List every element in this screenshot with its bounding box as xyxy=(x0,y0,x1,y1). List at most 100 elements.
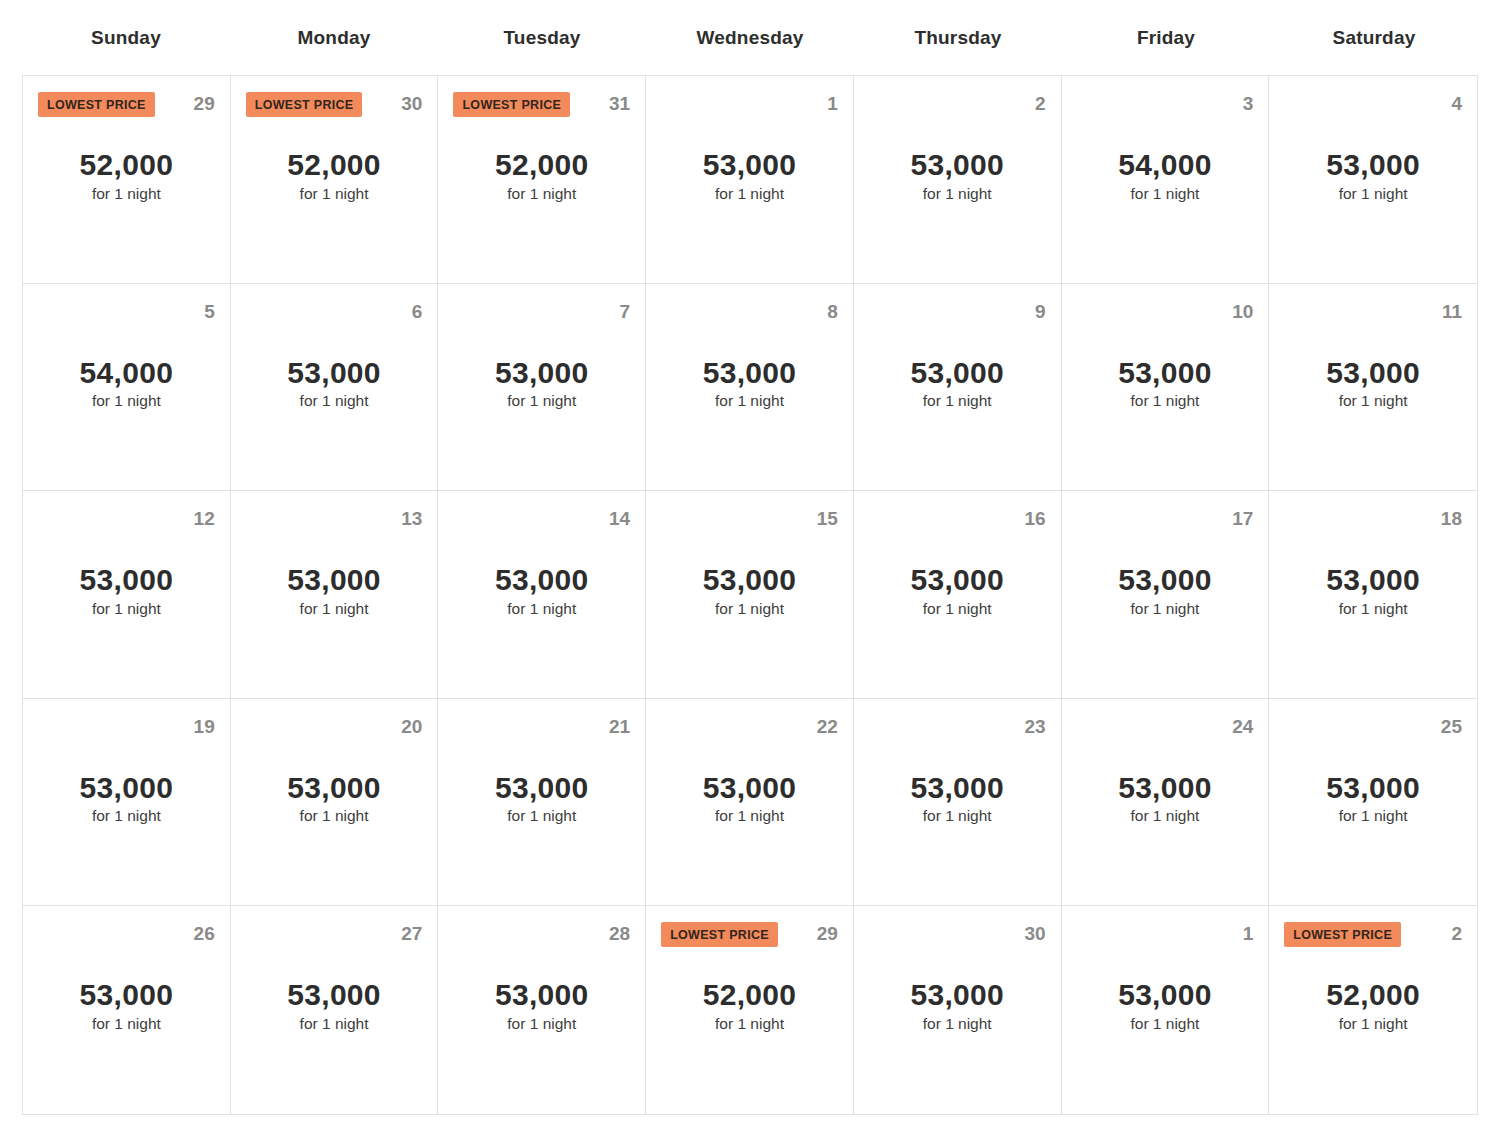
day-cell-w4-d24[interactable]: 24 53,000 for 1 night xyxy=(1062,699,1270,907)
day-cell-w3-d18[interactable]: 18 53,000 for 1 night xyxy=(1269,491,1477,699)
day-cell-w4-d23[interactable]: 23 53,000 for 1 night xyxy=(854,699,1062,907)
day-cell-w5-d26[interactable]: 26 53,000 for 1 night xyxy=(23,906,231,1114)
day-cell-header: LOWEST PRICE 31 xyxy=(453,90,630,118)
day-cell-header: 1 xyxy=(661,90,838,118)
day-cell-w4-d20[interactable]: 20 53,000 for 1 night xyxy=(231,699,439,907)
day-cell-w5-d2[interactable]: LOWEST PRICE 2 52,000 for 1 night xyxy=(1269,906,1477,1114)
price: 53,000 xyxy=(246,564,423,596)
price-block: 53,000 for 1 night xyxy=(869,979,1046,1033)
day-cell-header: LOWEST PRICE 29 xyxy=(38,90,215,118)
price: 53,000 xyxy=(661,357,838,389)
day-cell-w5-d27[interactable]: 27 53,000 for 1 night xyxy=(231,906,439,1114)
price-suffix: for 1 night xyxy=(38,807,215,825)
price-suffix: for 1 night xyxy=(1077,807,1254,825)
price-block: 52,000 for 1 night xyxy=(246,149,423,203)
price-block: 53,000 for 1 night xyxy=(453,357,630,411)
price-suffix: for 1 night xyxy=(869,600,1046,618)
price: 53,000 xyxy=(1077,564,1254,596)
price-suffix: for 1 night xyxy=(1077,185,1254,203)
day-cell-w2-d11[interactable]: 11 53,000 for 1 night xyxy=(1269,284,1477,492)
day-cell-w5-d29[interactable]: LOWEST PRICE 29 52,000 for 1 night xyxy=(646,906,854,1114)
price-block: 52,000 for 1 night xyxy=(1284,979,1462,1033)
day-number: 15 xyxy=(817,508,838,530)
price-block: 53,000 for 1 night xyxy=(661,149,838,203)
price-block: 53,000 for 1 night xyxy=(1077,357,1254,411)
day-cell-w1-d29[interactable]: LOWEST PRICE 29 52,000 for 1 night xyxy=(23,76,231,284)
price: 53,000 xyxy=(869,979,1046,1011)
day-cell-w1-d4[interactable]: 4 53,000 for 1 night xyxy=(1269,76,1477,284)
day-cell-header: 1 xyxy=(1077,920,1254,948)
price-block: 53,000 for 1 night xyxy=(246,979,423,1033)
price: 53,000 xyxy=(246,979,423,1011)
day-cell-w1-d30[interactable]: LOWEST PRICE 30 52,000 for 1 night xyxy=(231,76,439,284)
day-number: 3 xyxy=(1243,93,1254,115)
day-cell-w4-d19[interactable]: 19 53,000 for 1 night xyxy=(23,699,231,907)
day-cell-header: 9 xyxy=(869,298,1046,326)
day-cell-header: LOWEST PRICE 30 xyxy=(246,90,423,118)
price: 53,000 xyxy=(1077,772,1254,804)
price-suffix: for 1 night xyxy=(1077,1015,1254,1033)
day-cell-header: 12 xyxy=(38,505,215,533)
price-suffix: for 1 night xyxy=(246,807,423,825)
price-suffix: for 1 night xyxy=(1284,600,1462,618)
price: 53,000 xyxy=(38,564,215,596)
price-block: 53,000 for 1 night xyxy=(661,564,838,618)
day-cell-w4-d21[interactable]: 21 53,000 for 1 night xyxy=(438,699,646,907)
day-cell-w3-d12[interactable]: 12 53,000 for 1 night xyxy=(23,491,231,699)
day-number: 18 xyxy=(1441,508,1462,530)
day-cell-w5-d28[interactable]: 28 53,000 for 1 night xyxy=(438,906,646,1114)
day-cell-w1-d3[interactable]: 3 54,000 for 1 night xyxy=(1062,76,1270,284)
price: 53,000 xyxy=(1284,357,1462,389)
price: 53,000 xyxy=(453,564,630,596)
day-number: 8 xyxy=(827,301,838,323)
price: 52,000 xyxy=(1284,979,1462,1011)
day-cell-w3-d14[interactable]: 14 53,000 for 1 night xyxy=(438,491,646,699)
day-cell-w3-d13[interactable]: 13 53,000 for 1 night xyxy=(231,491,439,699)
day-cell-w1-d2[interactable]: 2 53,000 for 1 night xyxy=(854,76,1062,284)
day-cell-header: 11 xyxy=(1284,298,1462,326)
day-cell-w2-d10[interactable]: 10 53,000 for 1 night xyxy=(1062,284,1270,492)
price: 53,000 xyxy=(246,357,423,389)
price-suffix: for 1 night xyxy=(661,1015,838,1033)
day-cell-w2-d5[interactable]: 5 54,000 for 1 night xyxy=(23,284,231,492)
price-block: 53,000 for 1 night xyxy=(246,564,423,618)
price-suffix: for 1 night xyxy=(38,185,215,203)
price-block: 53,000 for 1 night xyxy=(1284,357,1462,411)
day-cell-w5-d1[interactable]: 1 53,000 for 1 night xyxy=(1062,906,1270,1114)
day-cell-w3-d17[interactable]: 17 53,000 for 1 night xyxy=(1062,491,1270,699)
price-block: 53,000 for 1 night xyxy=(869,357,1046,411)
day-cell-w5-d30[interactable]: 30 53,000 for 1 night xyxy=(854,906,1062,1114)
day-number: 1 xyxy=(1243,923,1254,945)
price-block: 53,000 for 1 night xyxy=(661,772,838,826)
day-cell-header: 28 xyxy=(453,920,630,948)
day-cell-w4-d22[interactable]: 22 53,000 for 1 night xyxy=(646,699,854,907)
day-cell-w1-d31[interactable]: LOWEST PRICE 31 52,000 for 1 night xyxy=(438,76,646,284)
weekday-header-wednesday: Wednesday xyxy=(646,27,854,49)
day-number: 14 xyxy=(609,508,630,530)
price-suffix: for 1 night xyxy=(869,185,1046,203)
price-block: 53,000 for 1 night xyxy=(661,357,838,411)
day-cell-w3-d16[interactable]: 16 53,000 for 1 night xyxy=(854,491,1062,699)
price-suffix: for 1 night xyxy=(453,1015,630,1033)
day-cell-header: 21 xyxy=(453,713,630,741)
day-cell-w2-d8[interactable]: 8 53,000 for 1 night xyxy=(646,284,854,492)
day-cell-w4-d25[interactable]: 25 53,000 for 1 night xyxy=(1269,699,1477,907)
price-block: 53,000 for 1 night xyxy=(869,149,1046,203)
day-number: 5 xyxy=(204,301,215,323)
day-cell-w2-d6[interactable]: 6 53,000 for 1 night xyxy=(231,284,439,492)
price-suffix: for 1 night xyxy=(1077,600,1254,618)
day-cell-header: 2 xyxy=(869,90,1046,118)
price-suffix: for 1 night xyxy=(246,185,423,203)
day-cell-w3-d15[interactable]: 15 53,000 for 1 night xyxy=(646,491,854,699)
day-cell-w1-d1[interactable]: 1 53,000 for 1 night xyxy=(646,76,854,284)
price-block: 53,000 for 1 night xyxy=(1077,564,1254,618)
price-suffix: for 1 night xyxy=(1284,807,1462,825)
price: 53,000 xyxy=(246,772,423,804)
price-block: 52,000 for 1 night xyxy=(453,149,630,203)
day-cell-header: 3 xyxy=(1077,90,1254,118)
day-cell-header: LOWEST PRICE 2 xyxy=(1284,920,1462,948)
day-cell-w2-d9[interactable]: 9 53,000 for 1 night xyxy=(854,284,1062,492)
day-cell-w2-d7[interactable]: 7 53,000 for 1 night xyxy=(438,284,646,492)
lowest-price-badge: LOWEST PRICE xyxy=(246,92,363,117)
price-block: 53,000 for 1 night xyxy=(869,564,1046,618)
